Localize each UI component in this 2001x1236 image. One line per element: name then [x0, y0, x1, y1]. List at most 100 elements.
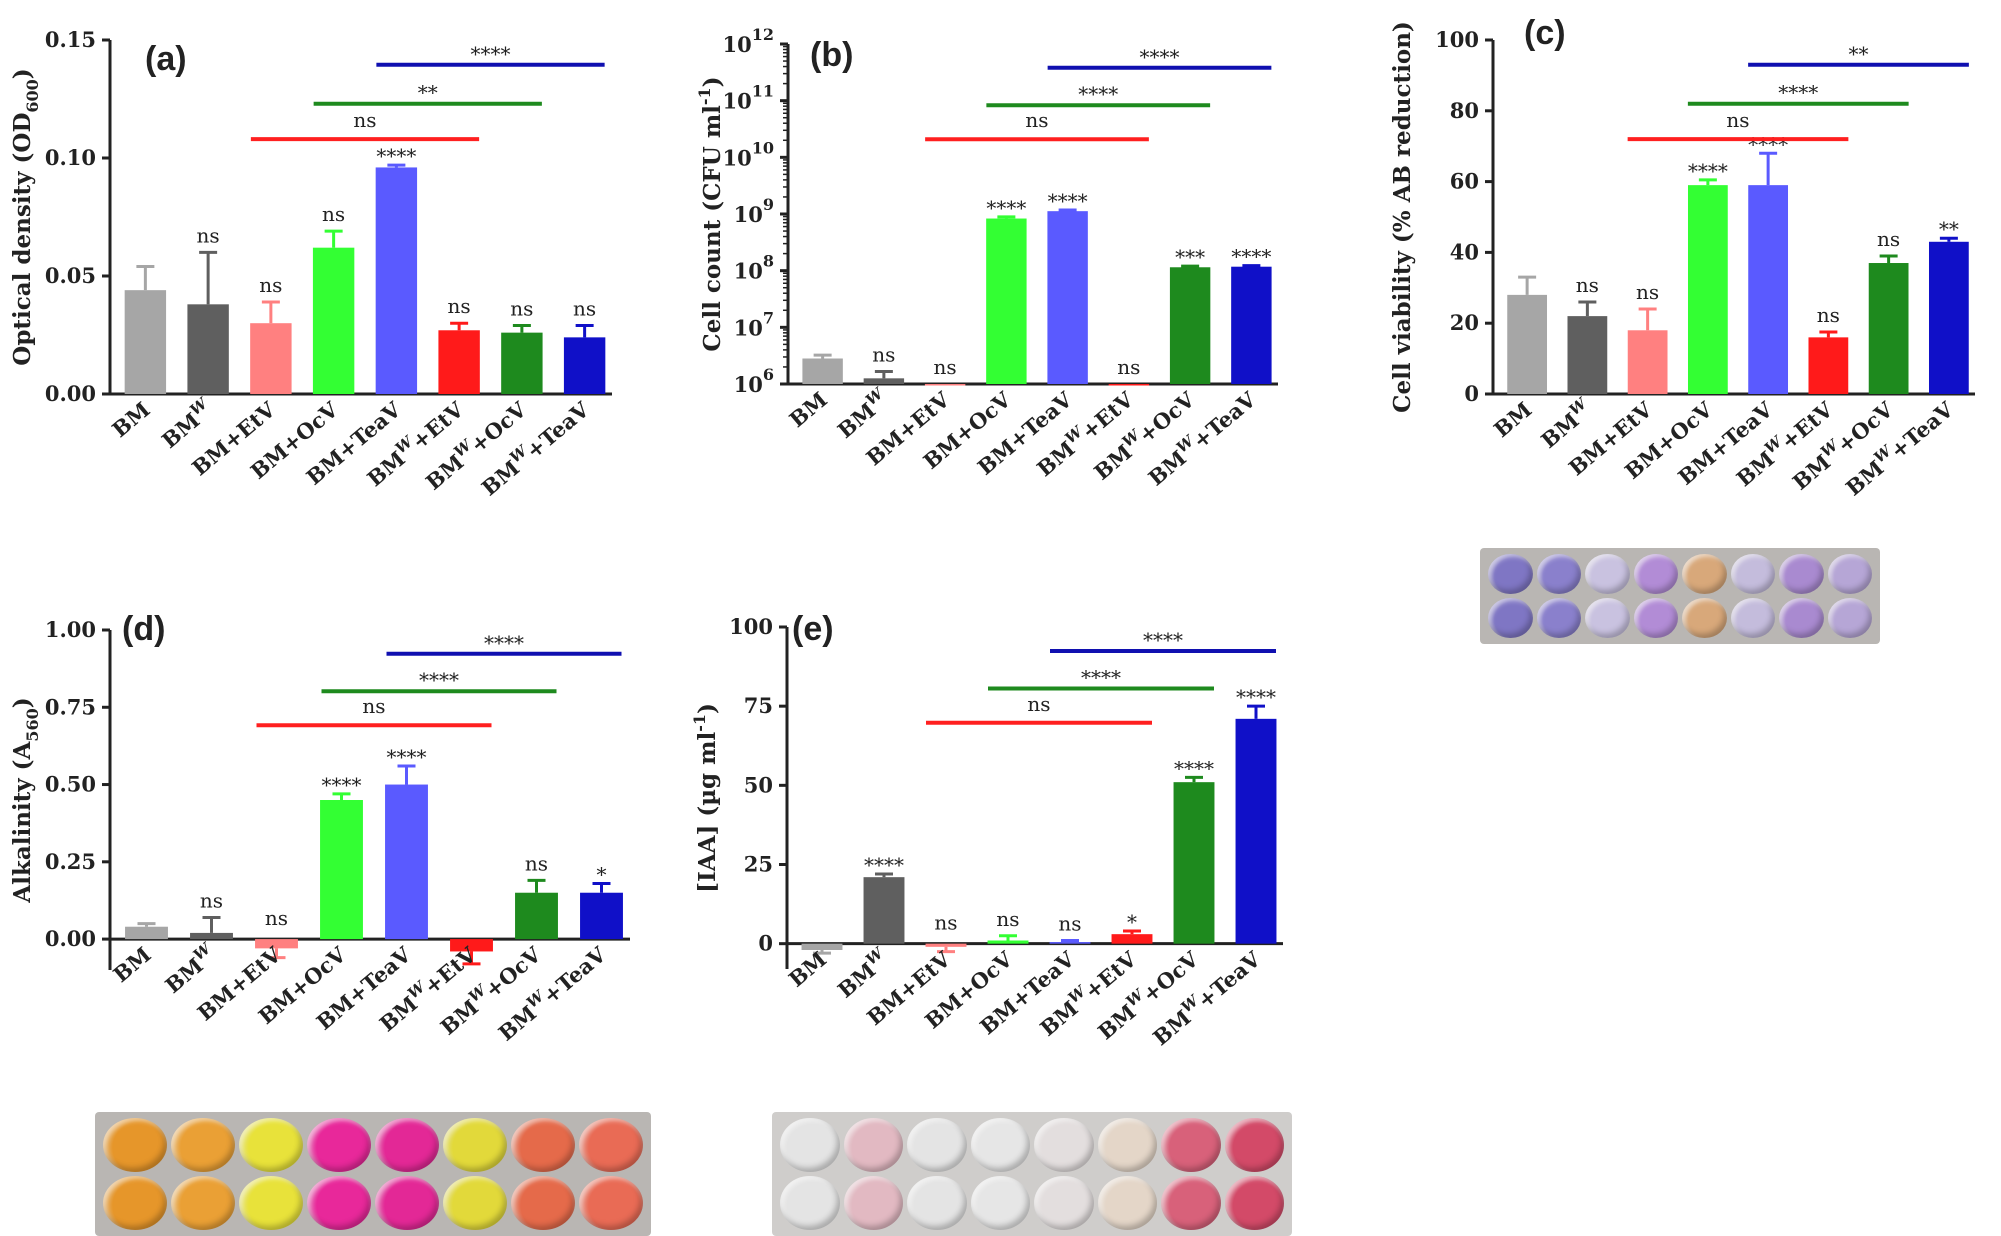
plate-well: [443, 1118, 507, 1172]
significance-label: ns: [1877, 227, 1900, 251]
plate-well: [171, 1118, 235, 1172]
significance-label: ****: [1688, 159, 1728, 183]
bar-BM+OcV: [312, 247, 355, 394]
plate-well: [970, 1176, 1030, 1230]
bar-BM+OcV: [987, 940, 1029, 944]
bar-BMW: [863, 378, 905, 384]
chart-panel-1: (b) 106 107 108 109 1010 1011 1012 Cell count (C…: [695, 25, 1278, 491]
plate-well: [1488, 598, 1533, 638]
y-tick-label: 60: [1450, 169, 1479, 194]
plate-well: [511, 1176, 575, 1230]
plate-well: [511, 1118, 575, 1172]
bar-BM+TeaV: [375, 167, 418, 394]
significance-label: ns: [448, 294, 471, 318]
significance-label: ns: [510, 297, 533, 321]
bar-BMW+TeaV: [1928, 241, 1969, 394]
bar-BMW+OcV: [1173, 782, 1215, 944]
y-tick-label: 0: [758, 931, 773, 956]
bar-BMW+EtV: [1111, 934, 1153, 944]
significance-label: *: [1127, 910, 1137, 934]
bar-BMW+OcV: [501, 332, 543, 394]
plate-well: [780, 1176, 840, 1230]
plate-well: [843, 1176, 903, 1230]
significance-label: ***: [1175, 245, 1205, 269]
plate-well: [1779, 554, 1824, 594]
significance-label: ns: [1817, 303, 1840, 327]
comparison-label: **: [1849, 42, 1869, 66]
plate-well: [239, 1118, 303, 1172]
plate-well: [579, 1118, 643, 1172]
bar-BM+EtV: [250, 323, 292, 394]
panel-title: (b): [810, 36, 853, 74]
plate-well: [1224, 1176, 1284, 1230]
bar-BMW+TeaV: [1235, 718, 1277, 944]
chart-panel-3: (d) 0.00 0.25 0.50 0.75 1.00 Alkalinity (A560)…: [9, 610, 630, 1046]
plate-well: [1682, 554, 1727, 594]
bar-BM+EtV: [925, 943, 967, 947]
bar-BMW: [863, 877, 905, 944]
significance-label: ns: [1117, 355, 1140, 379]
bar-BMW+EtV: [450, 939, 493, 952]
plate-well: [907, 1118, 967, 1172]
significance-label: ns: [934, 911, 957, 935]
y-axis-label: Alkalinity (A560): [9, 697, 42, 903]
significance-label: ****: [864, 853, 904, 877]
bar-BM+OcV: [986, 218, 1027, 384]
y-tick-label: 0.05: [45, 263, 96, 288]
bar-BM+OcV: [1687, 185, 1728, 394]
plate-well: [1633, 598, 1678, 638]
comparison-label: ****: [1081, 666, 1121, 690]
plate-well: [1730, 554, 1775, 594]
significance-label: ns: [996, 907, 1019, 931]
y-axis-label: [IAA] (µg ml-1): [690, 703, 721, 893]
y-tick-label: 0.00: [45, 926, 96, 951]
chart-panel-2: (c) 0 20 40 60 80 100 Cell viability (% AB redu…: [1389, 14, 1975, 501]
significance-label: **: [1939, 217, 1959, 241]
bar-BM+TeaV: [385, 784, 428, 940]
y-tick-label: 100: [1435, 27, 1479, 52]
plate-well: [970, 1118, 1030, 1172]
significance-label: ****: [1174, 756, 1214, 780]
bar-BMW+EtV: [438, 330, 480, 394]
significance-label: ns: [573, 297, 596, 321]
bar-BMW: [190, 932, 233, 940]
plate-well: [1488, 554, 1533, 594]
plate-well: [443, 1176, 507, 1230]
y-tick-label: 50: [744, 772, 773, 797]
bar-BM: [125, 926, 168, 940]
panel-title: (c): [1524, 14, 1566, 52]
comparison-label: ****: [1143, 628, 1183, 652]
bar-BMW+OcV: [515, 892, 558, 940]
plate-well: [843, 1118, 903, 1172]
y-tick-label: 107: [734, 308, 774, 340]
comparison-label: ****: [419, 668, 459, 692]
comparison-label: **: [418, 81, 438, 105]
bar-BM+EtV: [1627, 330, 1668, 394]
significance-label: ns: [872, 343, 895, 367]
y-tick-label: 108: [734, 252, 774, 284]
plate-well: [1827, 598, 1872, 638]
bar-BM+OcV: [320, 800, 363, 940]
plate-well: [579, 1176, 643, 1230]
plate-well: [1779, 598, 1824, 638]
plate-well: [1585, 598, 1630, 638]
x-category-label: BMW+TeaV: [492, 939, 612, 1046]
significance-label: ns: [259, 273, 282, 297]
significance-label: ns: [200, 888, 223, 912]
significance-label: ****: [1048, 189, 1088, 213]
y-tick-label: 0.15: [45, 27, 96, 52]
bar-BM: [124, 290, 167, 394]
x-category-label: BM: [784, 387, 831, 433]
bar-BMW+EtV: [1108, 384, 1150, 386]
bar-BMW: [187, 304, 229, 394]
y-tick-label: 1012: [723, 25, 775, 57]
plate-well: [307, 1118, 371, 1172]
plate-well: [103, 1176, 167, 1230]
plate-well: [1097, 1176, 1157, 1230]
significance-label: ****: [1236, 685, 1276, 709]
plate-well: [375, 1118, 439, 1172]
y-tick-label: 1.00: [45, 617, 96, 642]
y-tick-label: 25: [744, 852, 773, 877]
